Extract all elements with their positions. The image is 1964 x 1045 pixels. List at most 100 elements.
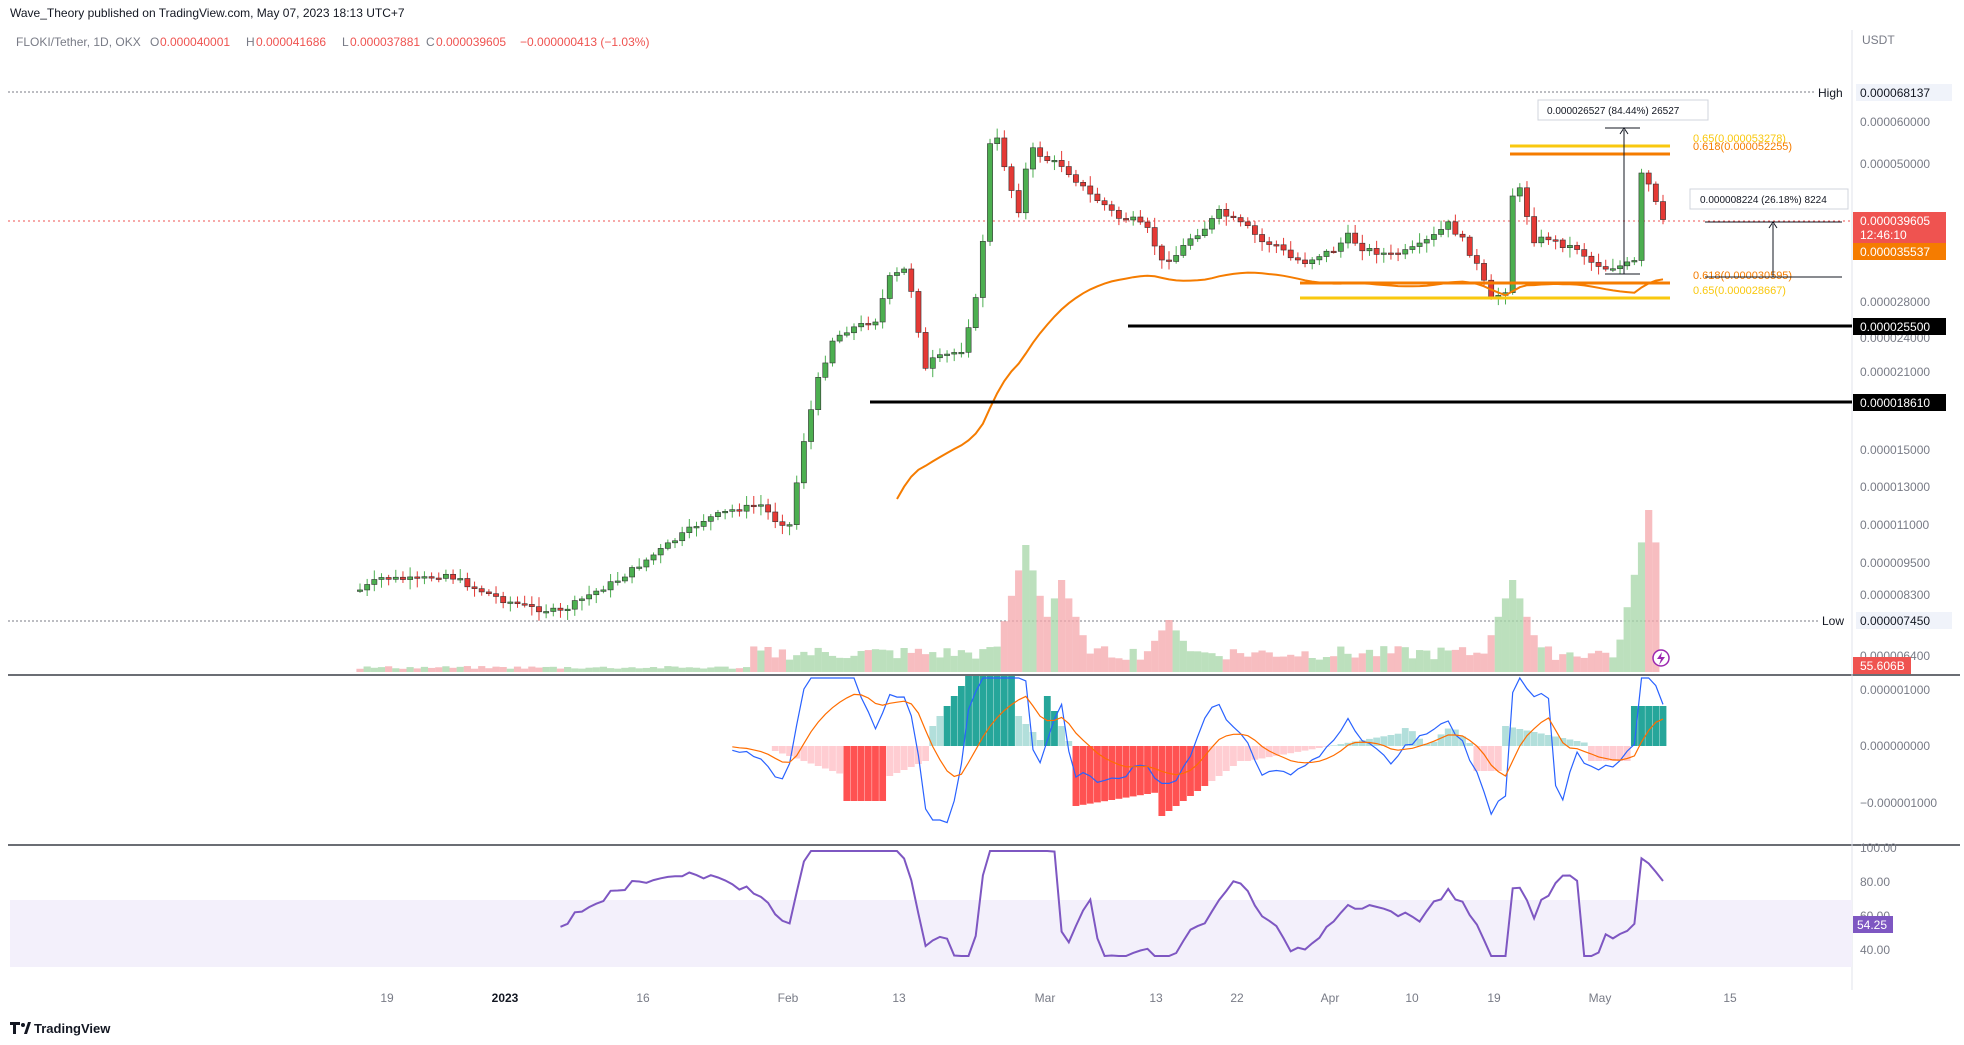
candle-body bbox=[593, 590, 600, 596]
candle-body bbox=[428, 576, 435, 579]
candle-body bbox=[1559, 239, 1566, 248]
volume-bar bbox=[671, 666, 679, 672]
volume-bar bbox=[635, 668, 643, 672]
last-price-tag: 0.000039605 12:46:10 bbox=[1853, 212, 1946, 243]
time-tick-label: Mar bbox=[1035, 991, 1056, 1005]
candle-body bbox=[1316, 256, 1323, 261]
candle-body bbox=[1137, 216, 1144, 223]
macd-bar bbox=[771, 746, 779, 751]
volume-bar bbox=[972, 658, 980, 672]
volume-bar bbox=[957, 650, 965, 672]
volume-bar bbox=[793, 655, 801, 672]
candle-body bbox=[1645, 172, 1652, 185]
fib-upper-618-label: 0.618(0.000052255) bbox=[1693, 141, 1792, 153]
volume-bar bbox=[1151, 640, 1159, 672]
macd-bar bbox=[993, 676, 1001, 746]
volume-bar bbox=[821, 652, 829, 672]
volume-bar bbox=[1444, 650, 1452, 672]
volume-bar bbox=[1330, 656, 1338, 672]
candle-body bbox=[1166, 259, 1172, 262]
candle-body bbox=[614, 580, 621, 583]
volume-bar bbox=[513, 666, 522, 672]
candle-body bbox=[901, 268, 908, 273]
macd-bar bbox=[1337, 744, 1345, 746]
low-value: 0.000037881 bbox=[350, 35, 420, 49]
price-tick-label: 0.000011000 bbox=[1860, 518, 1930, 532]
ema-price-tag: 0.000035537 bbox=[1853, 243, 1946, 260]
volume-bar bbox=[1466, 655, 1474, 672]
candle-body bbox=[1481, 263, 1487, 281]
candle-body bbox=[1101, 200, 1108, 206]
macd-bar bbox=[1659, 706, 1667, 746]
volume-bar bbox=[442, 666, 450, 672]
price-tick-label: 0.000009500 bbox=[1860, 556, 1930, 570]
measure-up-tool[interactable]: 0.000026527 (84.44%) 26527 bbox=[1537, 99, 1709, 275]
volume-bar bbox=[564, 666, 572, 672]
volume-bar bbox=[1373, 656, 1381, 672]
candle-body bbox=[1094, 193, 1101, 201]
volume-bar bbox=[907, 652, 915, 672]
macd-bar bbox=[786, 746, 793, 756]
volume-bar bbox=[1552, 659, 1560, 672]
candle-body bbox=[1008, 166, 1015, 191]
candle-body bbox=[478, 588, 485, 593]
symbol-label[interactable]: FLOKI/Tether, 1D, OKX bbox=[16, 35, 141, 49]
time-tick-label: 22 bbox=[1230, 991, 1244, 1005]
macd-bar bbox=[1036, 740, 1044, 746]
candle-body bbox=[922, 332, 929, 369]
price-tick-label: 0.000015000 bbox=[1860, 443, 1930, 457]
volume-bar bbox=[1480, 653, 1488, 672]
macd-bar bbox=[1516, 729, 1524, 746]
candle-body bbox=[1230, 215, 1237, 218]
candle-body bbox=[1030, 147, 1036, 170]
candle-body bbox=[786, 524, 793, 527]
macd-bar bbox=[1272, 746, 1280, 756]
volume-bar bbox=[1645, 510, 1653, 672]
macd-bar bbox=[1129, 746, 1137, 797]
candle-body bbox=[1366, 248, 1373, 252]
candle-body bbox=[1574, 245, 1580, 250]
volume-bar bbox=[850, 655, 858, 672]
low-marker: Low 0.000007450 bbox=[1818, 612, 1952, 629]
candle-body bbox=[1058, 160, 1065, 167]
volume-bar bbox=[1229, 649, 1238, 672]
volume-bar bbox=[1387, 653, 1395, 672]
volume-bar bbox=[685, 667, 693, 672]
candle-body bbox=[1588, 255, 1595, 263]
macd-bar bbox=[850, 746, 858, 801]
candle-body bbox=[1294, 257, 1301, 261]
svg-text:55.606B: 55.606B bbox=[1860, 659, 1905, 673]
volume-bar bbox=[1029, 570, 1037, 672]
macd-bar bbox=[1602, 746, 1610, 761]
rsi-band bbox=[10, 900, 1852, 967]
macd-bar bbox=[807, 746, 815, 764]
volume-bar bbox=[921, 654, 930, 672]
volume-bar bbox=[628, 667, 636, 672]
macd-bar bbox=[829, 746, 836, 771]
volume-bar bbox=[785, 659, 794, 672]
candle-body bbox=[1624, 261, 1631, 267]
candle-body bbox=[1380, 252, 1387, 255]
macd-bar bbox=[1358, 740, 1366, 746]
macd-bar bbox=[1566, 739, 1574, 746]
macd-bar bbox=[1058, 726, 1066, 746]
macd-tick-label: −0.000001000 bbox=[1860, 796, 1937, 810]
candle-body bbox=[1280, 244, 1287, 251]
high-value: 0.000041686 bbox=[256, 35, 326, 49]
macd-bar bbox=[1165, 746, 1173, 811]
macd-bar bbox=[1595, 746, 1602, 761]
high-label: H bbox=[246, 35, 255, 49]
macd-bar bbox=[836, 746, 844, 774]
macd-bar bbox=[1573, 741, 1581, 746]
candle-body bbox=[779, 521, 786, 526]
lightning-icon[interactable] bbox=[1652, 649, 1670, 667]
svg-text:0.000035537: 0.000035537 bbox=[1860, 245, 1930, 259]
candle-body bbox=[1431, 234, 1437, 240]
candle-body bbox=[686, 526, 693, 533]
measure-down-tool[interactable]: 0.000008224 (26.18%) 8224 bbox=[1689, 188, 1849, 278]
macd-bar bbox=[1115, 746, 1123, 799]
candle-body bbox=[1015, 190, 1022, 214]
candle-body bbox=[1302, 259, 1308, 264]
ohlc-legend: FLOKI/Tether, 1D, OKX O 0.000040001 H 0.… bbox=[16, 35, 649, 49]
candle-body bbox=[450, 573, 456, 580]
